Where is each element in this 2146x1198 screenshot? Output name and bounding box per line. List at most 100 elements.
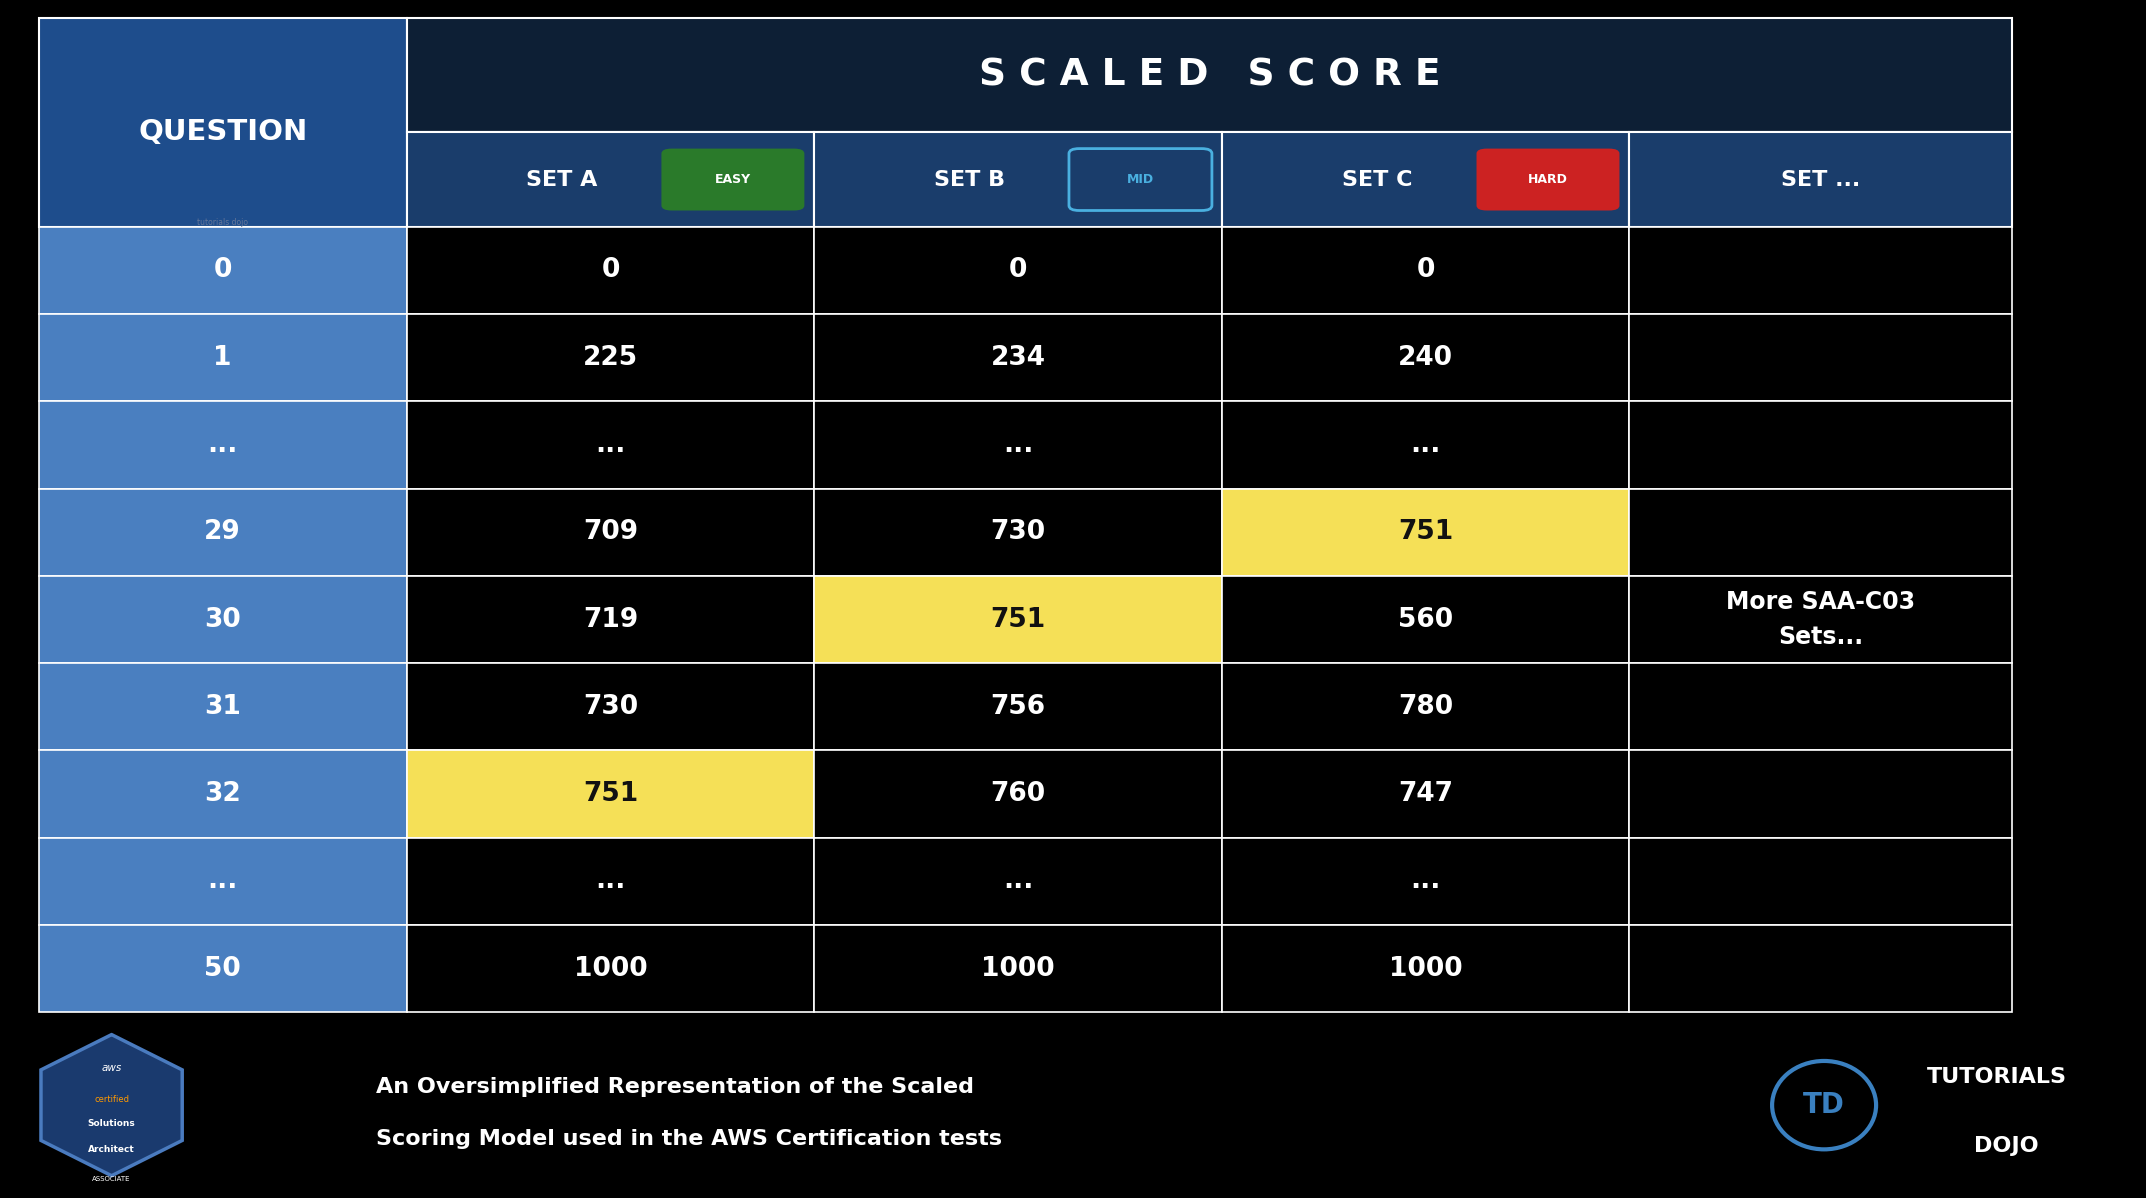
Text: S C A L E D   S C O R E: S C A L E D S C O R E	[979, 58, 1440, 93]
Text: SET A: SET A	[526, 170, 597, 189]
Text: ...: ...	[1002, 432, 1034, 458]
Text: 1000: 1000	[1388, 956, 1464, 981]
Bar	[1629, 664, 2013, 750]
Bar	[408, 837, 813, 925]
Text: More SAA-C03
Sets...: More SAA-C03 Sets...	[1725, 589, 1916, 649]
Bar	[1629, 401, 2013, 489]
Text: MID: MID	[1127, 173, 1155, 186]
Text: 780: 780	[1399, 694, 1453, 720]
Polygon shape	[41, 1035, 182, 1175]
Text: Scoring Model used in the AWS Certification tests: Scoring Model used in the AWS Certificat…	[376, 1129, 1002, 1149]
Bar	[1221, 401, 1629, 489]
Text: 234: 234	[991, 345, 1045, 370]
Bar	[1221, 314, 1629, 401]
Text: HARD: HARD	[1528, 173, 1569, 186]
Text: 1: 1	[212, 345, 232, 370]
Text: ...: ...	[208, 432, 238, 458]
Bar	[408, 401, 813, 489]
Bar	[813, 925, 1221, 1012]
Text: 0: 0	[1416, 258, 1436, 284]
Bar	[1629, 132, 2013, 226]
Bar	[39, 489, 408, 576]
Text: DOJO: DOJO	[1974, 1136, 2039, 1156]
Text: 751: 751	[1397, 519, 1453, 545]
Bar	[1221, 489, 1629, 576]
FancyBboxPatch shape	[1476, 149, 1620, 211]
Bar	[1221, 576, 1629, 664]
Bar	[1629, 489, 2013, 576]
Text: QUESTION: QUESTION	[137, 119, 307, 146]
Text: TD: TD	[1803, 1091, 1846, 1119]
Text: 50: 50	[204, 956, 240, 981]
Text: ...: ...	[594, 869, 627, 895]
Text: 751: 751	[991, 606, 1045, 633]
Bar	[39, 401, 408, 489]
Text: certified: certified	[94, 1095, 129, 1105]
Bar	[813, 132, 1221, 226]
FancyBboxPatch shape	[661, 149, 805, 211]
Bar	[1629, 925, 2013, 1012]
Text: ...: ...	[1410, 869, 1440, 895]
Text: SET B: SET B	[934, 170, 1004, 189]
Text: EASY: EASY	[715, 173, 751, 186]
Text: ASSOCIATE: ASSOCIATE	[92, 1176, 131, 1182]
Bar	[813, 664, 1221, 750]
Text: 30: 30	[204, 606, 240, 633]
Bar	[408, 314, 813, 401]
Text: 719: 719	[584, 606, 637, 633]
Bar	[408, 576, 813, 664]
Bar	[408, 226, 813, 314]
Bar	[408, 664, 813, 750]
Bar	[1629, 226, 2013, 314]
Bar	[408, 750, 813, 837]
Bar	[1221, 664, 1629, 750]
Bar	[39, 750, 408, 837]
Text: 751: 751	[584, 781, 637, 807]
Text: An Oversimplified Representation of the Scaled: An Oversimplified Representation of the …	[376, 1077, 974, 1096]
Text: 560: 560	[1399, 606, 1453, 633]
Bar	[1221, 750, 1629, 837]
Text: 0: 0	[1009, 258, 1028, 284]
Bar	[813, 401, 1221, 489]
Text: 240: 240	[1399, 345, 1453, 370]
Text: tutorials dojo: tutorials dojo	[197, 218, 249, 228]
Text: 32: 32	[204, 781, 240, 807]
Text: 1000: 1000	[981, 956, 1056, 981]
Bar	[813, 226, 1221, 314]
Bar	[408, 18, 2013, 132]
Bar	[39, 837, 408, 925]
Bar	[813, 489, 1221, 576]
Text: ...: ...	[594, 432, 627, 458]
Bar	[1221, 226, 1629, 314]
Text: 0: 0	[215, 258, 232, 284]
Text: aws: aws	[101, 1063, 122, 1073]
Text: ...: ...	[1002, 869, 1034, 895]
Text: 747: 747	[1399, 781, 1453, 807]
Text: 709: 709	[584, 519, 637, 545]
Text: 730: 730	[584, 694, 637, 720]
Bar	[1221, 837, 1629, 925]
Text: 225: 225	[584, 345, 637, 370]
Text: ...: ...	[1410, 432, 1440, 458]
Text: Solutions: Solutions	[88, 1119, 135, 1129]
Text: 730: 730	[991, 519, 1045, 545]
Text: SET C: SET C	[1341, 170, 1412, 189]
Text: 756: 756	[991, 694, 1045, 720]
Text: 31: 31	[204, 694, 240, 720]
Text: ...: ...	[208, 869, 238, 895]
Text: SET ...: SET ...	[1781, 170, 1861, 189]
Bar	[813, 750, 1221, 837]
Bar	[39, 576, 408, 664]
Bar	[39, 18, 408, 226]
Bar	[408, 489, 813, 576]
Bar	[1629, 576, 2013, 664]
Bar	[813, 837, 1221, 925]
Text: 0: 0	[601, 258, 620, 284]
Text: TUTORIALS: TUTORIALS	[1927, 1067, 2067, 1088]
Bar	[813, 576, 1221, 664]
Bar	[1221, 925, 1629, 1012]
Bar	[408, 132, 813, 226]
Bar	[1629, 750, 2013, 837]
Bar	[813, 314, 1221, 401]
Bar	[39, 314, 408, 401]
